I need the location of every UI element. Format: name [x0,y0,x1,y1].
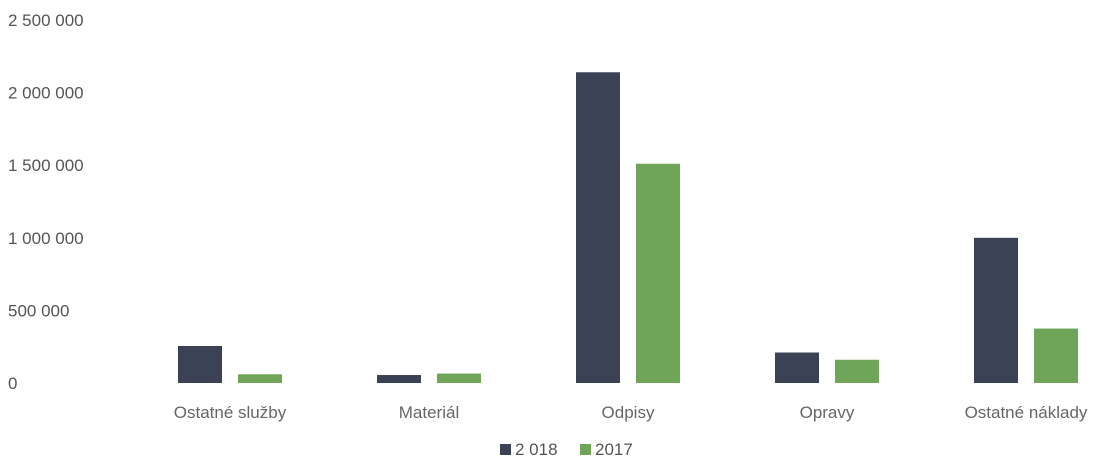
y-tick-label: 1 000 000 [8,229,84,248]
bar-series1-2 [576,72,620,383]
y-axis: 0 500 000 1 000 000 1 500 000 2 000 000 2 500… [8,11,84,393]
y-tick-label: 2 500 000 [8,11,84,30]
x-category-label: Ostatné náklady [965,403,1088,422]
bar-series1-4 [974,237,1018,383]
x-category-label: Ostatné služby [174,403,287,422]
bar-series2-3 [835,359,879,383]
y-tick-label: 1 500 000 [8,156,84,175]
legend-swatch [500,444,511,455]
bar-series1-1 [377,375,421,383]
x-category-label: Odpisy [602,403,655,422]
bar-series2-1 [437,373,481,383]
bar-series2-2 [636,163,680,383]
y-tick-label: 2 000 000 [8,84,84,103]
bar-series2-0 [238,374,282,383]
legend: 2 018 2017 [500,440,633,459]
x-category-label: Opravy [800,403,855,422]
bar-series1-3 [775,352,819,383]
legend-label: 2017 [595,440,633,459]
y-tick-label: 500 000 [8,301,69,320]
bars [178,72,1078,383]
bar-series1-0 [178,345,222,383]
legend-swatch [580,444,591,455]
bar-series2-4 [1034,328,1078,383]
y-tick-label: 0 [8,374,17,393]
x-axis: Ostatné služby Materiál Odpisy Opravy Ostatn… [174,403,1088,422]
x-category-label: Materiál [399,403,459,422]
legend-label: 2 018 [515,440,558,459]
